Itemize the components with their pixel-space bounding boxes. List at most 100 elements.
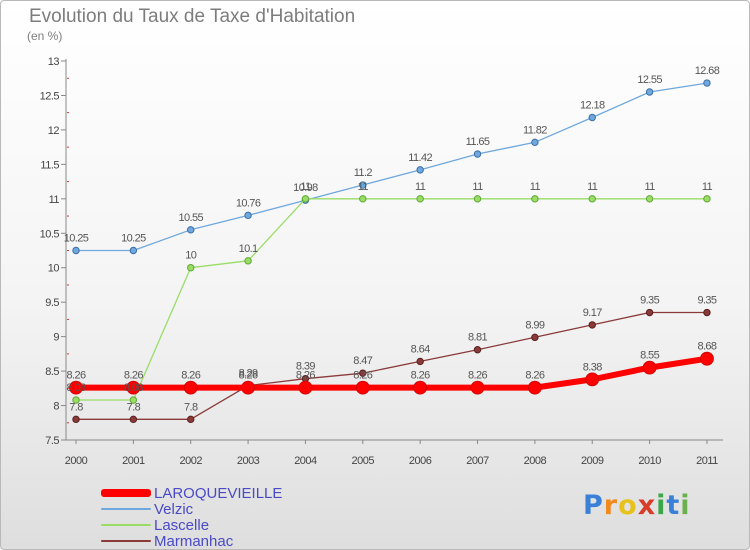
data-point-velzic bbox=[244, 211, 252, 220]
legend-label: Lascelle bbox=[154, 516, 210, 534]
data-point-velzic bbox=[645, 88, 654, 96]
x-tick-label: 2010 bbox=[638, 455, 661, 467]
legend-swatch bbox=[101, 540, 151, 542]
data-label-laroquevieille: 8.55 bbox=[640, 350, 659, 362]
data-point-laroquevieille bbox=[470, 380, 485, 395]
x-tick-label: 2011 bbox=[696, 455, 718, 467]
data-label-marmanhac: 8.99 bbox=[525, 319, 544, 331]
data-label-velzic: 12.68 bbox=[695, 65, 720, 77]
data-label-marmanhac: 8.47 bbox=[353, 355, 372, 367]
proxiti-logo: Proxiti bbox=[583, 490, 691, 521]
data-label-lascelle: 11 bbox=[644, 181, 655, 193]
data-point-velzic bbox=[473, 150, 482, 158]
data-point-velzic bbox=[359, 181, 367, 189]
data-point-lascelle bbox=[416, 195, 424, 203]
data-label-marmanhac: 8.39 bbox=[296, 361, 315, 373]
legend-item-velzic: Velzic bbox=[101, 500, 282, 518]
data-label-velzic: 10.25 bbox=[64, 233, 89, 245]
data-label-lascelle: 11 bbox=[415, 181, 426, 193]
data-point-marmanhac bbox=[129, 415, 138, 424]
y-tick-label: 9.5 bbox=[45, 297, 59, 309]
x-tick-label: 2008 bbox=[524, 455, 547, 467]
legend-item-laroquevieille: LAROQUEVIEILLE bbox=[101, 485, 282, 502]
data-label-laroquevieille: 8.26 bbox=[66, 370, 85, 382]
x-tick-label: 2002 bbox=[179, 455, 202, 467]
y-tick-label: 12.5 bbox=[40, 90, 60, 102]
data-label-marmanhac: 8.81 bbox=[468, 332, 487, 344]
logo-letter: o bbox=[618, 490, 638, 521]
data-point-marmanhac bbox=[703, 308, 711, 317]
data-label-laroquevieille: 8.26 bbox=[181, 370, 200, 382]
chart-subtitle: (en %) bbox=[27, 29, 63, 43]
legend-swatch bbox=[101, 489, 151, 497]
data-point-velzic bbox=[703, 79, 711, 87]
data-label-velzic: 10.76 bbox=[236, 197, 261, 209]
chart-legend: LAROQUEVIEILLE Velzic Lascelle Marmanhac bbox=[101, 485, 282, 549]
series-line-marmanhac bbox=[75, 311, 708, 420]
data-label-marmanhac: 8.64 bbox=[411, 343, 430, 355]
data-label-velzic: 11.2 bbox=[354, 167, 373, 179]
data-label-marmanhac: 8.29 bbox=[239, 368, 258, 380]
data-label-lascelle: 11 bbox=[300, 181, 311, 193]
data-point-laroquevieille bbox=[527, 380, 542, 395]
data-point-velzic bbox=[416, 166, 424, 174]
data-point-laroquevieille bbox=[642, 360, 657, 375]
y-tick-label: 12 bbox=[48, 125, 60, 137]
x-tick-label: 2007 bbox=[466, 455, 489, 467]
data-point-marmanhac bbox=[588, 321, 596, 329]
data-label-lascelle: 10 bbox=[185, 250, 197, 262]
data-label-lascelle: 8.08 bbox=[66, 382, 85, 394]
data-point-lascelle bbox=[301, 195, 310, 203]
x-tick-label: 2005 bbox=[352, 455, 375, 467]
data-label-velzic: 10.25 bbox=[121, 233, 146, 245]
data-point-velzic bbox=[72, 246, 80, 255]
data-point-marmanhac bbox=[531, 333, 539, 342]
data-point-laroquevieille bbox=[126, 380, 141, 395]
data-point-lascelle bbox=[473, 195, 482, 203]
data-label-marmanhac: 7.8 bbox=[127, 401, 141, 413]
data-label-lascelle: 10.1 bbox=[239, 243, 258, 255]
legend-label: Velzic bbox=[154, 500, 194, 518]
data-label-laroquevieille: 8.26 bbox=[239, 370, 258, 382]
data-point-marmanhac bbox=[359, 369, 367, 377]
data-point-lascelle bbox=[359, 195, 367, 203]
data-point-laroquevieille bbox=[69, 380, 83, 395]
data-label-laroquevieille: 8.26 bbox=[124, 370, 143, 382]
data-label-velzic: 12.55 bbox=[637, 74, 662, 86]
data-label-velzic: 11.42 bbox=[408, 152, 432, 164]
y-tick-label: 11.5 bbox=[40, 159, 59, 171]
data-point-marmanhac bbox=[72, 415, 80, 424]
data-point-velzic bbox=[588, 113, 596, 122]
legend-label: Marmanhac bbox=[154, 532, 234, 550]
data-label-marmanhac: 9.35 bbox=[697, 295, 716, 307]
data-point-lascelle bbox=[588, 195, 596, 203]
logo-letter: i bbox=[680, 490, 691, 521]
y-tick-label: 11 bbox=[49, 194, 60, 206]
data-point-marmanhac bbox=[645, 308, 654, 317]
data-label-lascelle: 11 bbox=[587, 181, 598, 193]
data-label-laroquevieille: 8.38 bbox=[583, 361, 602, 373]
data-point-laroquevieille bbox=[413, 380, 428, 395]
series-line-velzic bbox=[75, 82, 708, 252]
data-point-laroquevieille bbox=[298, 380, 313, 395]
data-label-lascelle: 11 bbox=[358, 181, 369, 193]
series-line-laroquevieille bbox=[73, 355, 710, 391]
data-label-laroquevieille: 8.26 bbox=[296, 370, 315, 382]
logo-letter: r bbox=[603, 490, 619, 521]
data-point-lascelle bbox=[244, 257, 252, 265]
data-point-velzic bbox=[129, 246, 138, 255]
data-label-velzic: 10.55 bbox=[178, 212, 203, 224]
data-point-laroquevieille bbox=[700, 351, 714, 366]
data-point-laroquevieille bbox=[355, 380, 370, 395]
series-line-lascelle bbox=[75, 198, 708, 401]
logo-letter: i bbox=[656, 490, 667, 521]
y-tick-label: 13 bbox=[48, 56, 60, 68]
x-tick-label: 2003 bbox=[237, 455, 260, 467]
data-label-marmanhac: 9.17 bbox=[583, 307, 602, 319]
data-label-laroquevieille: 8.26 bbox=[525, 370, 544, 382]
chart-title: Evolution du Taux de Taxe d'Habitation bbox=[29, 6, 356, 27]
logo-letter: P bbox=[583, 490, 604, 521]
legend-swatch bbox=[101, 524, 151, 526]
